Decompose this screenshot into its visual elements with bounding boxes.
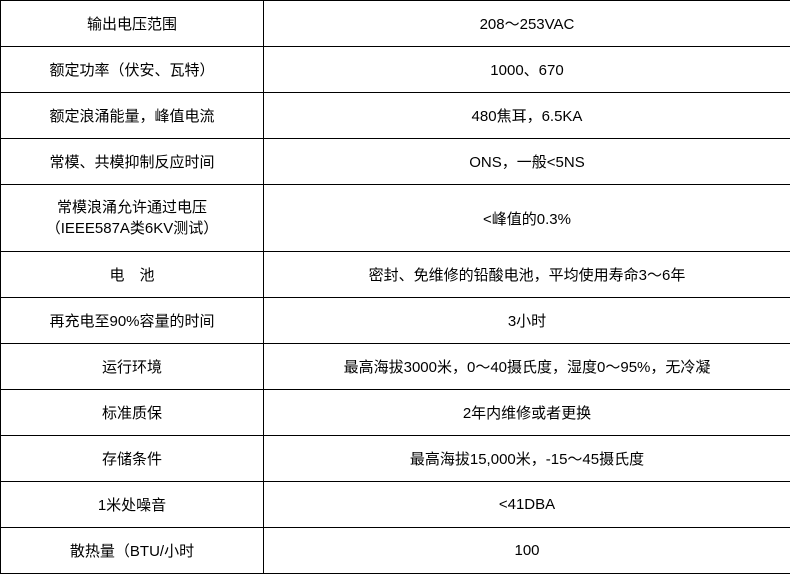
table-row: 输出电压范围 208～253VAC (1, 1, 790, 47)
spec-value: 最高海拔15,000米，-15～45摄氏度 (264, 436, 790, 482)
table-row: 常模浪涌允许通过电压（IEEE587A类6KV测试） <峰值的0.3% (1, 185, 790, 252)
spec-label: 输出电压范围 (1, 1, 264, 47)
spec-value: 3小时 (264, 298, 790, 344)
spec-label: 存储条件 (1, 436, 264, 482)
spec-value: 密封、免维修的铅酸电池，平均使用寿命3～6年 (264, 252, 790, 298)
spec-label: 1米处噪音 (1, 482, 264, 528)
spec-value: 最高海拔3000米，0～40摄氏度，湿度0～95%，无冷凝 (264, 344, 790, 390)
spec-value: ONS，一般<5NS (264, 139, 790, 185)
table-row: 再充电至90%容量的时间 3小时 (1, 298, 790, 344)
spec-value: 208～253VAC (264, 1, 790, 47)
spec-label: 运行环境 (1, 344, 264, 390)
spec-value: 480焦耳，6.5KA (264, 93, 790, 139)
spec-value: 100 (264, 528, 790, 574)
table-row: 运行环境 最高海拔3000米，0～40摄氏度，湿度0～95%，无冷凝 (1, 344, 790, 390)
table-row: 额定功率（伏安、瓦特） 1000、670 (1, 47, 790, 93)
table-row: 常模、共模抑制反应时间 ONS，一般<5NS (1, 139, 790, 185)
spec-label: 电 池 (1, 252, 264, 298)
spec-value: <峰值的0.3% (264, 185, 790, 252)
spec-value: 1000、670 (264, 47, 790, 93)
spec-value: <41DBA (264, 482, 790, 528)
spec-label: 再充电至90%容量的时间 (1, 298, 264, 344)
spec-label: 标准质保 (1, 390, 264, 436)
table-row: 额定浪涌能量，峰值电流 480焦耳，6.5KA (1, 93, 790, 139)
spec-label: 散热量（BTU/小时 (1, 528, 264, 574)
table-row: 标准质保 2年内维修或者更换 (1, 390, 790, 436)
spec-label: 额定功率（伏安、瓦特） (1, 47, 264, 93)
specifications-table-container: 输出电压范围 208～253VAC 额定功率（伏安、瓦特） 1000、670 额… (0, 0, 790, 574)
specifications-table: 输出电压范围 208～253VAC 额定功率（伏安、瓦特） 1000、670 额… (0, 0, 790, 574)
table-row: 电 池 密封、免维修的铅酸电池，平均使用寿命3～6年 (1, 252, 790, 298)
table-row: 存储条件 最高海拔15,000米，-15～45摄氏度 (1, 436, 790, 482)
spec-label: 额定浪涌能量，峰值电流 (1, 93, 264, 139)
table-row: 1米处噪音 <41DBA (1, 482, 790, 528)
spec-label: 常模浪涌允许通过电压（IEEE587A类6KV测试） (1, 185, 264, 252)
spec-label: 常模、共模抑制反应时间 (1, 139, 264, 185)
spec-value: 2年内维修或者更换 (264, 390, 790, 436)
table-row: 散热量（BTU/小时 100 (1, 528, 790, 574)
table-body: 输出电压范围 208～253VAC 额定功率（伏安、瓦特） 1000、670 额… (1, 1, 790, 574)
